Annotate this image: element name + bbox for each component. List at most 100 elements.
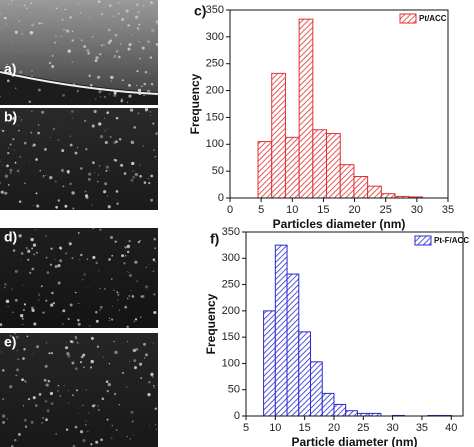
sem-background — [0, 108, 158, 210]
particle — [17, 270, 19, 272]
particle — [77, 322, 81, 326]
particle — [100, 96, 102, 98]
particle — [104, 182, 108, 186]
particle — [45, 235, 47, 237]
particle — [78, 2, 80, 4]
particle — [131, 34, 133, 36]
particle — [72, 444, 76, 447]
particle — [49, 391, 54, 396]
particle — [111, 254, 114, 257]
particle — [78, 302, 80, 304]
particle — [41, 110, 45, 114]
particle — [48, 352, 51, 355]
particle — [22, 323, 24, 325]
particle — [128, 240, 131, 243]
particle — [143, 342, 146, 346]
particle — [20, 119, 23, 121]
particle — [139, 316, 142, 318]
particle — [113, 93, 117, 97]
particle — [101, 397, 105, 401]
particle — [83, 366, 85, 369]
particle — [97, 75, 101, 79]
fiber-edge — [0, 70, 158, 105]
particle — [71, 30, 74, 33]
particle — [64, 8, 67, 11]
x-tick-label: 30 — [386, 422, 398, 434]
particle — [95, 319, 99, 323]
particle — [89, 16, 91, 18]
particle — [98, 122, 102, 126]
particle — [51, 54, 54, 58]
particle — [76, 341, 79, 344]
particle — [149, 425, 151, 427]
particle — [120, 43, 122, 45]
particle — [71, 257, 74, 260]
particle — [55, 205, 59, 209]
particle — [0, 351, 2, 353]
particle — [129, 360, 130, 362]
particle — [149, 72, 151, 75]
particle — [142, 145, 145, 148]
particle — [143, 94, 145, 97]
particle — [132, 176, 135, 179]
particle — [103, 44, 105, 46]
particle — [84, 190, 87, 193]
particle — [31, 267, 35, 271]
particle — [77, 233, 79, 235]
particle — [77, 318, 80, 322]
particle — [14, 30, 18, 34]
bar — [257, 141, 273, 199]
particle — [150, 198, 154, 202]
particle — [4, 191, 8, 195]
particle — [32, 205, 34, 207]
particle — [108, 362, 111, 365]
particle — [137, 112, 140, 114]
particle — [23, 379, 26, 383]
particle — [133, 125, 137, 129]
particle — [85, 420, 87, 422]
particle — [138, 23, 141, 26]
particle — [92, 161, 95, 164]
particle — [148, 182, 151, 185]
particle — [53, 41, 57, 44]
particle — [95, 261, 99, 265]
particle — [152, 258, 156, 262]
particle — [115, 50, 119, 53]
particle — [76, 146, 79, 149]
particle — [115, 429, 118, 431]
particle — [23, 418, 27, 422]
particle — [107, 28, 111, 32]
particle — [111, 424, 114, 427]
particle — [109, 39, 112, 42]
particle — [117, 12, 120, 15]
particle — [116, 338, 118, 340]
particle — [123, 262, 126, 265]
particle — [130, 140, 135, 145]
particle — [111, 278, 113, 280]
particle — [50, 352, 53, 355]
particle — [36, 204, 40, 208]
y-tick-label: 350 — [206, 4, 224, 16]
particle — [93, 109, 97, 114]
bar — [271, 72, 286, 199]
particle — [134, 318, 138, 321]
particle — [62, 309, 66, 313]
particle — [21, 32, 24, 35]
particle — [126, 17, 128, 19]
sem-background — [0, 228, 158, 328]
particle — [16, 368, 18, 371]
particle — [107, 41, 111, 45]
particle — [72, 394, 74, 396]
particle — [128, 43, 132, 47]
bar — [286, 273, 300, 417]
particle — [139, 174, 142, 178]
bar — [339, 164, 355, 199]
x-tick-label: 20 — [348, 204, 360, 216]
particle — [98, 89, 102, 94]
particle — [45, 383, 49, 387]
particle — [3, 16, 7, 20]
particle — [16, 350, 18, 352]
particle — [146, 89, 151, 93]
particle — [27, 398, 31, 401]
